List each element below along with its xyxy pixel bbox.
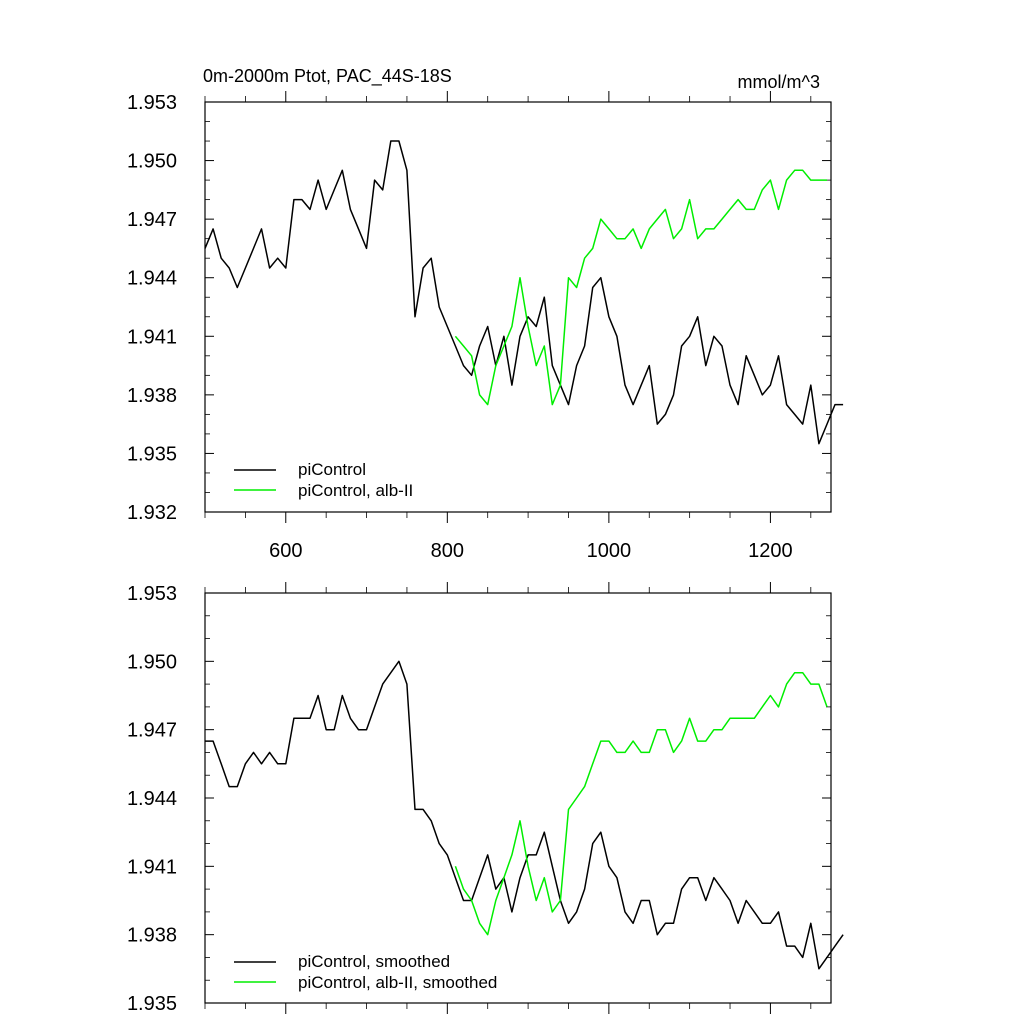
legend-label: piControl, alb-II, smoothed [298, 973, 497, 992]
x-tick-label: 1000 [587, 540, 632, 562]
axis-ticks [204, 582, 831, 1014]
y-tick-labels: 1.935 1.938 1.941 1.944 1.947 1.950 1.953 [127, 583, 177, 1015]
bottom-panel: 1.935 1.938 1.941 1.944 1.947 1.950 1.953 piCo… [127, 582, 844, 1015]
y-tick-label: 1.935 [127, 443, 177, 465]
x-tick-label: 600 [269, 540, 302, 562]
units-label: mmol/m^3 [738, 72, 820, 92]
y-tick-label: 1.944 [127, 788, 177, 810]
legend-label: piControl, alb-II [298, 481, 413, 500]
series-line [205, 660, 844, 970]
chart-title: 0m-2000m Ptot, PAC_44S-18S [203, 66, 452, 87]
y-tick-labels: 1.932 1.935 1.938 1.941 1.944 1.947 1.950 1.953 [127, 92, 177, 524]
y-tick-label: 1.941 [127, 326, 177, 348]
y-tick-label: 1.938 [127, 385, 177, 407]
x-tick-label: 800 [431, 540, 464, 562]
series-lines [205, 660, 844, 970]
y-tick-label: 1.950 [127, 151, 177, 173]
axis-ticks [204, 91, 831, 523]
legend: piControl piControl, alb-II [234, 460, 413, 500]
y-tick-label: 1.938 [127, 925, 177, 947]
top-panel: 0m-2000m Ptot, PAC_44S-18S mmol/m^3 1.93… [127, 66, 844, 562]
y-tick-label: 1.953 [127, 583, 177, 605]
legend-label: piControl [298, 460, 366, 479]
y-tick-label: 1.941 [127, 856, 177, 878]
plot-frame [204, 101, 832, 513]
series-lines [204, 140, 844, 445]
y-tick-label: 1.935 [127, 993, 177, 1015]
y-tick-label: 1.947 [127, 209, 177, 231]
y-tick-label: 1.950 [127, 651, 177, 673]
y-tick-label: 1.953 [127, 92, 177, 114]
legend: piControl, smoothed piControl, alb-II, s… [234, 952, 497, 992]
series-line [204, 140, 844, 445]
x-tick-labels: 600 800 1000 1200 [269, 540, 793, 562]
y-tick-label: 1.944 [127, 268, 177, 290]
legend-label: piControl, smoothed [298, 952, 450, 971]
plot-frame [204, 592, 832, 1004]
x-tick-label: 1200 [748, 540, 793, 562]
y-tick-label: 1.947 [127, 720, 177, 742]
y-tick-label: 1.932 [127, 502, 177, 524]
series-line [454, 169, 827, 406]
series-line [454, 671, 828, 936]
